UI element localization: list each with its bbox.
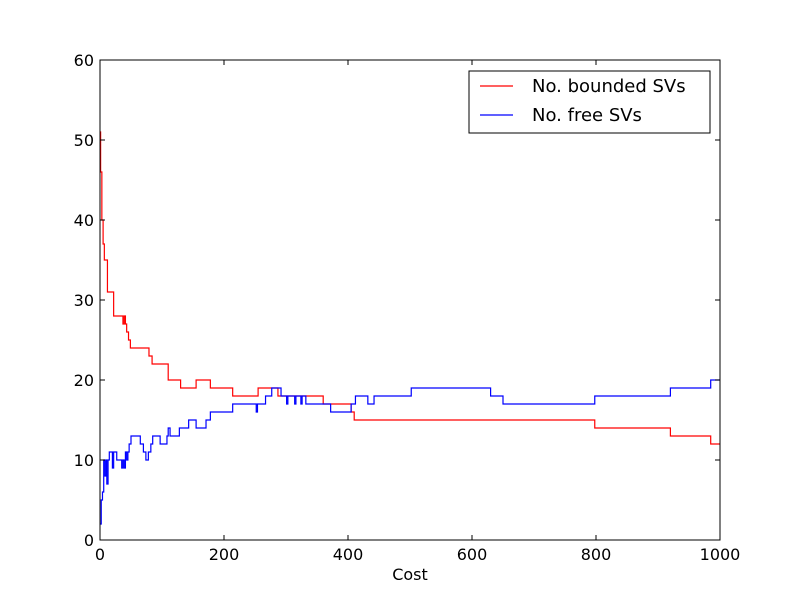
legend: No. bounded SVs No. free SVs: [468, 70, 711, 134]
y-tick-label: 0: [84, 531, 94, 550]
y-tick-label: 60: [74, 51, 94, 70]
y-tick-label: 30: [74, 291, 94, 310]
x-tick-label: 0: [95, 545, 105, 564]
x-tick-label: 200: [209, 545, 240, 564]
series-line-1: [100, 379, 720, 525]
series-line-0: [100, 131, 720, 445]
plot-area: [100, 60, 720, 540]
legend-box: [468, 70, 711, 134]
series-layer: [100, 131, 720, 525]
y-tick-label: 50: [74, 131, 94, 150]
y-tick-label: 40: [74, 211, 94, 230]
x-tick-label: 600: [457, 545, 488, 564]
x-tick-label: 400: [333, 545, 364, 564]
legend-label-bounded: No. bounded SVs: [532, 76, 686, 97]
x-axis-label: Cost: [392, 565, 428, 584]
plot-frame: [99, 59, 721, 541]
x-tick-label: 1000: [700, 545, 741, 564]
x-tick-label: 800: [581, 545, 612, 564]
y-tick-label: 20: [74, 371, 94, 390]
tick-layer: 0 200 400 600 800 1000 0 10 20 30 40 50 60: [74, 51, 741, 564]
y-tick-label: 10: [74, 451, 94, 470]
legend-label-free: No. free SVs: [532, 105, 642, 126]
